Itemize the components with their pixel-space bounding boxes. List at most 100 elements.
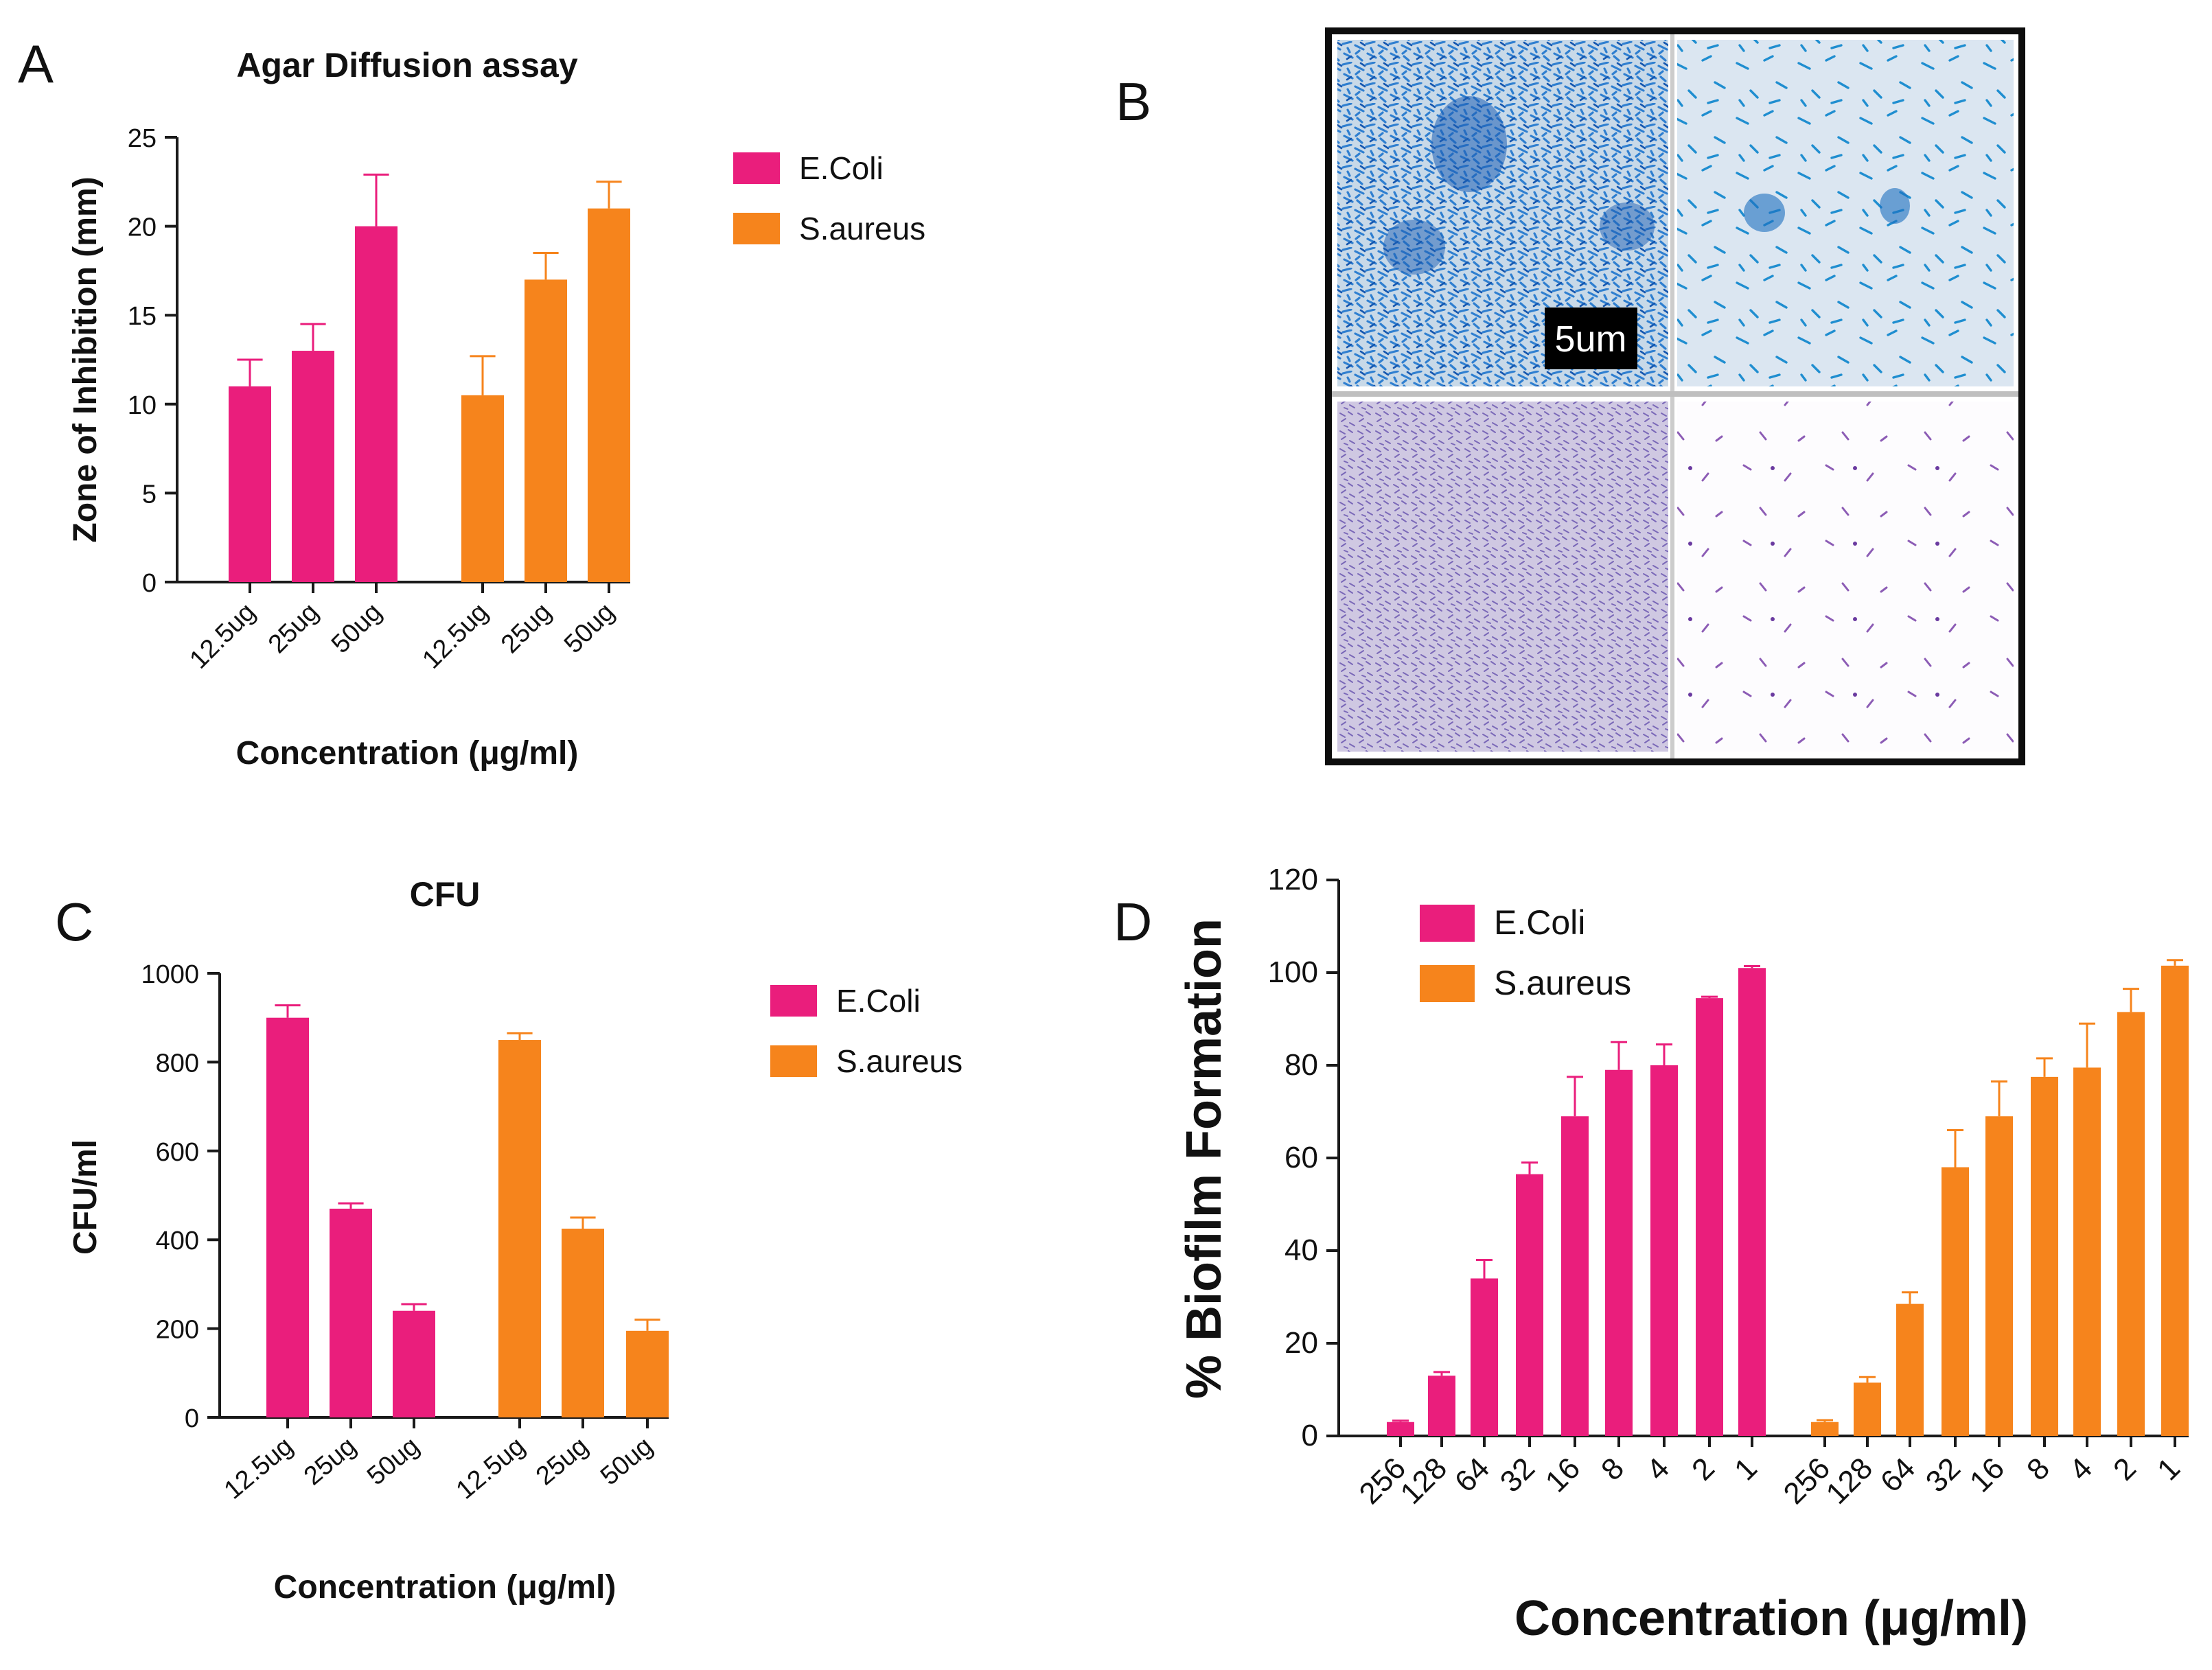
x-tick-label: 50ug [559,598,620,659]
bar-e-coli [266,1017,309,1417]
bar-e-coli [1516,1174,1543,1436]
bar-e-coli [1387,1422,1414,1436]
y-axis-title: CFU/ml [67,1139,104,1255]
bar-s-aureus [1942,1167,1969,1436]
bar-s-aureus [461,395,504,582]
bar-e-coli [229,386,271,582]
bar-s-aureus [2161,965,2189,1436]
chart-title-c: CFU [410,875,481,914]
x-tick-label: 128 [1820,1451,1880,1511]
micrograph-top-right [1677,40,2014,386]
y-tick-label: 800 [156,1049,199,1078]
bar-s-aureus [1896,1303,1924,1436]
bar-s-aureus [2117,1012,2145,1436]
bar-e-coli [1561,1116,1589,1436]
bar-s-aureus [1811,1422,1839,1436]
x-tick-label: 64 [1449,1451,1496,1498]
y-tick-label: 0 [1302,1419,1318,1452]
panel-label-b: B [1116,71,1151,132]
x-tick-label: 12.5ug [184,598,261,675]
x-tick-label: 50ug [326,598,387,659]
y-tick-label: 20 [128,213,157,242]
y-axis-title: Zone of Inhibition (mm) [67,176,104,542]
legend-swatch-e-coli [770,985,817,1017]
bar-s-aureus [1854,1382,1881,1436]
y-tick-label: 1000 [141,960,199,989]
x-tick-label: 50ug [362,1432,425,1492]
y-tick-label: 80 [1284,1048,1318,1082]
panel-b: B 5um [1116,27,2025,765]
x-tick-label: 16 [1963,1451,2011,1498]
x-tick-label: 16 [1539,1451,1587,1498]
bar-e-coli [1428,1376,1455,1436]
x-tick-label: 25ug [299,1432,362,1492]
y-axis-title: % Biofilm Formation [1177,918,1232,1399]
x-tick-label: 32 [1494,1451,1541,1498]
bar-s-aureus [2031,1076,2058,1436]
legend-label: S.aureus [836,1043,963,1079]
cell-cluster [1744,194,1785,232]
bar-e-coli [393,1310,435,1417]
bar-s-aureus [498,1040,541,1417]
x-tick-label: 8 [1595,1451,1631,1487]
legend-swatch-e-coli [733,152,780,184]
panel-label-d: D [1114,892,1152,952]
legend-label: S.aureus [799,211,925,246]
bar-e-coli [1738,968,1766,1436]
bar-s-aureus [2073,1067,2101,1436]
micrograph-bottom-left [1337,402,1668,752]
y-tick-label: 200 [156,1316,199,1345]
bar-e-coli [1650,1065,1678,1436]
x-tick-label: 1 [1728,1451,1764,1487]
legend-swatch-e-coli [1420,905,1475,942]
bar-s-aureus [1985,1116,2013,1436]
bar-s-aureus [562,1229,604,1417]
chart-title-a: Agar Diffusion assay [236,46,578,84]
x-tick-label: 8 [2020,1451,2056,1487]
legend-label: E.Coli [836,983,921,1019]
y-tick-label: 0 [142,569,157,598]
legend-label: E.Coli [799,150,884,186]
bar-e-coli [330,1208,372,1417]
y-tick-label: 60 [1284,1141,1318,1174]
panel-label-c: C [55,892,93,952]
x-tick-label: 12.5ug [219,1432,299,1505]
bar-e-coli [1471,1278,1498,1436]
y-tick-label: 40 [1284,1233,1318,1267]
scale-bar-label: 5um [1554,318,1626,360]
x-tick-label: 12.5ug [417,598,494,675]
y-tick-label: 600 [156,1138,199,1167]
bar-e-coli [1605,1069,1633,1436]
bar-s-aureus [626,1330,669,1417]
x-tick-label: 4 [2063,1451,2099,1487]
x-tick-label: 128 [1394,1451,1454,1511]
y-tick-label: 15 [128,302,157,331]
x-tick-label: 2 [1685,1451,1721,1487]
legend-swatch-s-aureus [770,1045,817,1077]
cell-cluster [1383,220,1445,275]
bar-e-coli [355,226,398,583]
y-tick-label: 100 [1268,955,1318,989]
cell-cluster [1880,188,1910,224]
y-tick-label: 0 [185,1404,199,1433]
x-tick-label: 32 [1920,1451,1967,1498]
bar-e-coli [292,351,334,582]
legend-label: S.aureus [1494,964,1631,1002]
x-axis-title: Concentration (μg/ml) [1514,1591,2028,1646]
bar-e-coli [1696,998,1723,1436]
legend-swatch-s-aureus [733,213,780,244]
y-tick-label: 120 [1268,863,1318,896]
panel-label-a: A [18,34,54,94]
x-tick-label: 25ug [531,1432,594,1492]
legend-swatch-s-aureus [1420,965,1475,1002]
legend-label: E.Coli [1494,903,1585,942]
scale-bar-box [1545,308,1637,369]
y-tick-label: 25 [128,124,157,153]
